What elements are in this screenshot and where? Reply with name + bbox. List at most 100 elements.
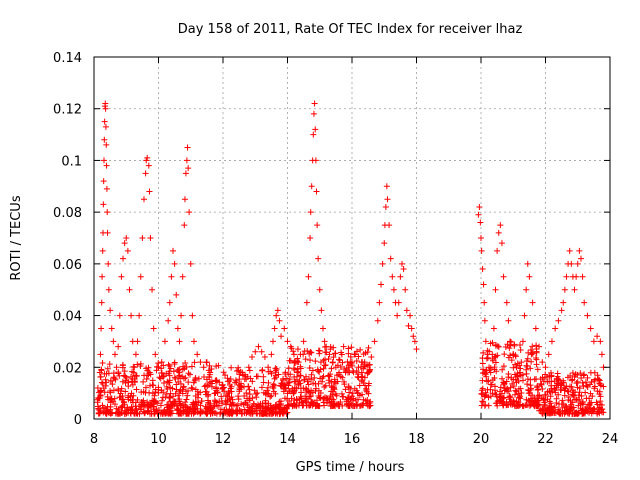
data-point (187, 260, 194, 267)
data-point (540, 378, 547, 385)
data-point (251, 387, 258, 394)
data-point (594, 372, 601, 379)
data-point (183, 157, 190, 164)
data-point (222, 392, 229, 399)
data-point (129, 381, 136, 388)
data-point (365, 382, 372, 389)
data-point (115, 343, 122, 350)
data-point (164, 408, 171, 415)
data-point (517, 372, 524, 379)
data-point (253, 373, 260, 380)
data-point (591, 377, 598, 384)
data-point (102, 409, 109, 416)
data-point (542, 371, 549, 378)
data-point (213, 363, 220, 370)
data-point (121, 368, 128, 375)
data-point (489, 390, 496, 397)
data-point (230, 408, 237, 415)
data-point (101, 389, 108, 396)
data-point (285, 365, 292, 372)
data-point (122, 388, 129, 395)
data-point (496, 388, 503, 395)
data-point (100, 178, 107, 185)
data-point (322, 382, 329, 389)
data-point (303, 299, 310, 306)
data-point (101, 136, 108, 143)
data-point (335, 356, 342, 363)
data-point (336, 369, 343, 376)
data-point (290, 390, 297, 397)
data-point (254, 390, 261, 397)
data-point (285, 371, 292, 378)
data-point (597, 338, 604, 345)
data-point (259, 400, 266, 407)
data-point (222, 372, 229, 379)
data-point (547, 400, 554, 407)
data-point (287, 343, 294, 350)
data-point (116, 410, 123, 417)
data-point (111, 351, 118, 358)
data-point (209, 410, 216, 417)
data-point (194, 351, 201, 358)
data-point (95, 395, 102, 402)
data-point (365, 344, 372, 351)
data-point (134, 361, 141, 368)
data-point (582, 379, 589, 386)
data-point (163, 383, 170, 390)
data-point (552, 389, 559, 396)
data-point (211, 397, 218, 404)
data-point (534, 366, 541, 373)
data-point (128, 373, 135, 380)
data-point (166, 394, 173, 401)
data-point (413, 346, 420, 353)
data-point (307, 357, 314, 364)
data-point (527, 376, 534, 383)
data-point (270, 404, 277, 411)
data-point (523, 366, 530, 373)
data-point (512, 403, 519, 410)
data-point (262, 399, 269, 406)
data-point (574, 260, 581, 267)
data-point (505, 371, 512, 378)
data-point (273, 365, 280, 372)
data-point (563, 403, 570, 410)
data-point (332, 364, 339, 371)
data-point (290, 351, 297, 358)
data-point (245, 364, 252, 371)
data-point (116, 312, 123, 319)
data-point (516, 341, 523, 348)
data-point (255, 343, 262, 350)
data-point (177, 380, 184, 387)
data-point (107, 307, 114, 314)
data-point (200, 364, 207, 371)
data-point (219, 400, 226, 407)
data-point (518, 359, 525, 366)
data-point (154, 400, 161, 407)
data-point (524, 363, 531, 370)
data-point (330, 354, 337, 361)
data-point (234, 402, 241, 409)
data-point (272, 390, 279, 397)
data-point (203, 388, 210, 395)
data-point (191, 406, 198, 413)
data-point (103, 162, 110, 169)
data-point (397, 273, 404, 280)
data-point (270, 409, 277, 416)
data-point (575, 402, 582, 409)
data-point (511, 399, 518, 406)
data-point (128, 312, 135, 319)
data-point (503, 299, 510, 306)
data-point (253, 403, 260, 410)
data-point (319, 378, 326, 385)
data-point (320, 365, 327, 372)
data-point (526, 273, 533, 280)
data-point (574, 384, 581, 391)
x-tick-label: 14 (279, 432, 296, 447)
data-point (492, 286, 499, 293)
data-point (306, 364, 313, 371)
data-point (297, 372, 304, 379)
data-point (537, 380, 544, 387)
data-point (527, 365, 534, 372)
data-point (233, 410, 240, 417)
data-point (489, 339, 496, 346)
